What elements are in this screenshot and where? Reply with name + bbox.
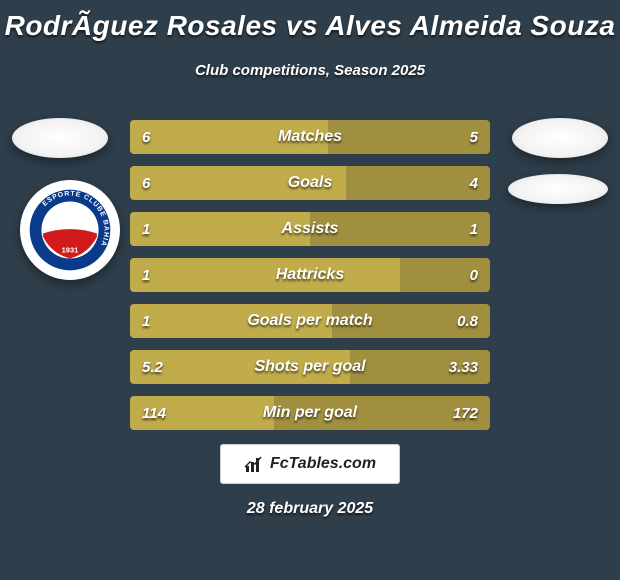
stat-value-right: 0.8	[457, 304, 478, 338]
stat-label: Matches	[130, 120, 490, 154]
stat-row: 6Goals4	[130, 166, 490, 200]
stat-label: Hattricks	[130, 258, 490, 292]
stat-value-right: 0	[470, 258, 478, 292]
brand-badge: FcTables.com	[220, 444, 400, 484]
stat-label: Shots per goal	[130, 350, 490, 384]
stat-row: 1Goals per match0.8	[130, 304, 490, 338]
stat-value-right: 5	[470, 120, 478, 154]
page-title: RodrÃ­guez Rosales vs Alves Almeida Souz…	[0, 0, 620, 42]
player-left-badge-ellipse	[12, 118, 108, 158]
stat-value-right: 3.33	[449, 350, 478, 384]
stat-label: Assists	[130, 212, 490, 246]
crest-year: 1931	[62, 246, 79, 255]
chart-icon	[244, 454, 264, 474]
stat-row: 1Hattricks0	[130, 258, 490, 292]
player-right-badge-ellipse-1	[512, 118, 608, 158]
stat-row: 6Matches5	[130, 120, 490, 154]
stat-label: Goals per match	[130, 304, 490, 338]
player-left-club-crest: ESPORTE CLUBE BAHIA 1931	[20, 180, 120, 280]
stat-value-right: 4	[470, 166, 478, 200]
stat-value-right: 172	[453, 396, 478, 430]
stat-row: 1Assists1	[130, 212, 490, 246]
stat-value-right: 1	[470, 212, 478, 246]
subtitle: Club competitions, Season 2025	[0, 62, 620, 79]
brand-text: FcTables.com	[270, 455, 376, 473]
stat-label: Goals	[130, 166, 490, 200]
stat-row: 114Min per goal172	[130, 396, 490, 430]
comparison-infographic: RodrÃ­guez Rosales vs Alves Almeida Souz…	[0, 0, 620, 580]
stat-row: 5.2Shots per goal3.33	[130, 350, 490, 384]
player-right-badge-ellipse-2	[508, 174, 608, 204]
stat-label: Min per goal	[130, 396, 490, 430]
stats-bar-group: 6Matches56Goals41Assists11Hattricks01Goa…	[130, 120, 490, 442]
footer-date: 28 february 2025	[0, 500, 620, 518]
club-crest-svg: ESPORTE CLUBE BAHIA 1931	[28, 188, 112, 272]
